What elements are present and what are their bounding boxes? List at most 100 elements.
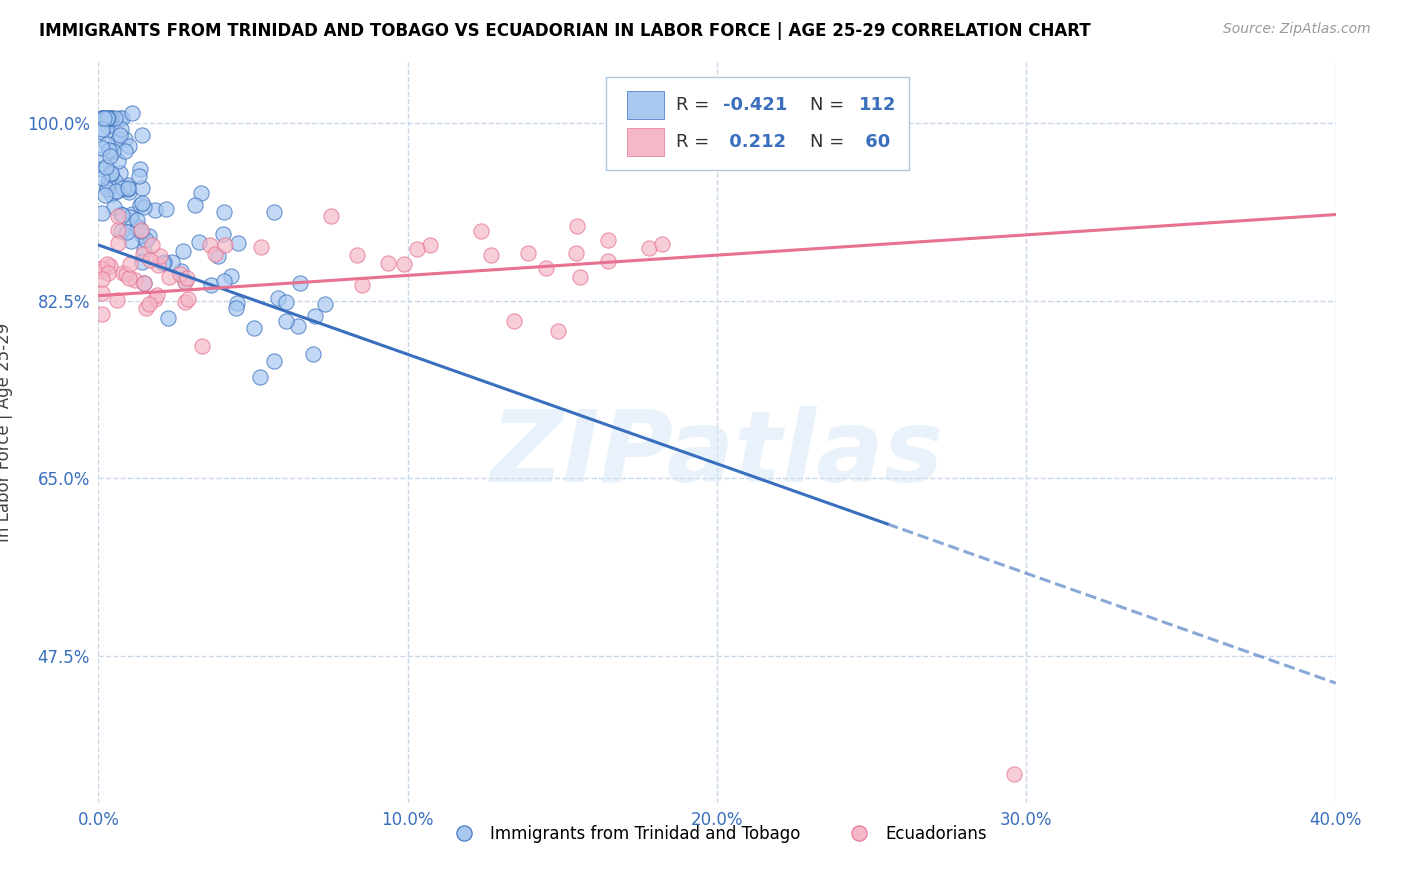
Point [110,122,132,136]
Point [131,180,153,194]
Point [97,112,120,126]
Point [598,253,620,268]
Point [90,171,112,186]
Point [191,339,214,353]
Point [146,288,169,302]
Point [118,139,141,153]
Point [153,255,176,269]
Y-axis label: In Labor Force | Age 25-29: In Labor Force | Age 25-29 [0,323,13,542]
Text: IMMIGRANTS FROM TRINIDAD AND TOBAGO VS ECUADORIAN IN LABOR FORCE | AGE 25-29 COR: IMMIGRANTS FROM TRINIDAD AND TOBAGO VS E… [39,22,1091,40]
Point [117,271,139,285]
Point [160,255,183,269]
Point [152,256,174,270]
Point [93,112,115,126]
Point [190,186,212,201]
Point [90,272,112,286]
Point [115,267,138,281]
Point [249,369,271,384]
Point [104,112,127,126]
Point [536,261,558,276]
Point [131,128,153,142]
Point [146,258,169,272]
Text: ZIPatlas: ZIPatlas [491,407,943,503]
Point [177,293,200,307]
Point [211,227,233,241]
Point [90,261,112,276]
Point [131,196,153,211]
Point [98,112,121,126]
Point [169,267,191,281]
Point [132,277,155,291]
Point [98,148,121,162]
Point [173,275,195,289]
Point [128,169,150,183]
Point [90,112,112,126]
Point [107,223,129,237]
Point [110,128,132,142]
Point [96,179,118,194]
Point [188,235,211,249]
Point [101,112,124,126]
Point [129,161,152,176]
Point [129,224,152,238]
Point [200,277,222,292]
Point [107,236,129,251]
Point [118,211,141,225]
Point [118,185,141,199]
Point [564,245,586,260]
Point [90,152,112,166]
Point [101,144,124,158]
Point [104,185,127,199]
Point [135,301,157,315]
Point [249,240,271,254]
Point [143,202,166,217]
Text: R =: R = [676,96,716,114]
Point [98,112,121,127]
Point [141,238,163,252]
Point [207,249,229,263]
Point [174,294,197,309]
Text: 0.212: 0.212 [723,133,786,151]
Point [108,166,131,180]
Point [214,205,236,219]
Point [149,249,172,263]
Point [129,222,152,236]
Point [100,186,122,201]
FancyBboxPatch shape [606,78,908,169]
Point [176,270,198,285]
Point [304,309,326,323]
Point [93,188,115,202]
Point [107,132,129,146]
Point [346,248,368,262]
Point [105,293,128,307]
Point [314,297,336,311]
Point [100,167,122,181]
Point [198,238,221,252]
Point [131,227,153,242]
Point [97,119,120,133]
Point [156,311,179,326]
Point [212,274,235,288]
Point [226,236,249,251]
FancyBboxPatch shape [627,91,664,120]
Point [204,247,226,261]
Point [503,314,526,328]
Point [97,175,120,189]
Point [172,244,194,258]
Point [516,246,538,260]
Point [134,277,156,291]
Point [100,166,122,180]
Point [114,144,136,158]
Point [112,266,135,280]
Point [131,255,153,269]
Point [274,295,297,310]
Point [143,292,166,306]
Point [225,301,247,315]
Point [120,257,142,271]
Point [288,276,311,290]
Point [110,207,132,221]
Point [170,264,193,278]
Point [94,112,117,126]
Point [96,136,118,151]
Point [263,354,285,368]
